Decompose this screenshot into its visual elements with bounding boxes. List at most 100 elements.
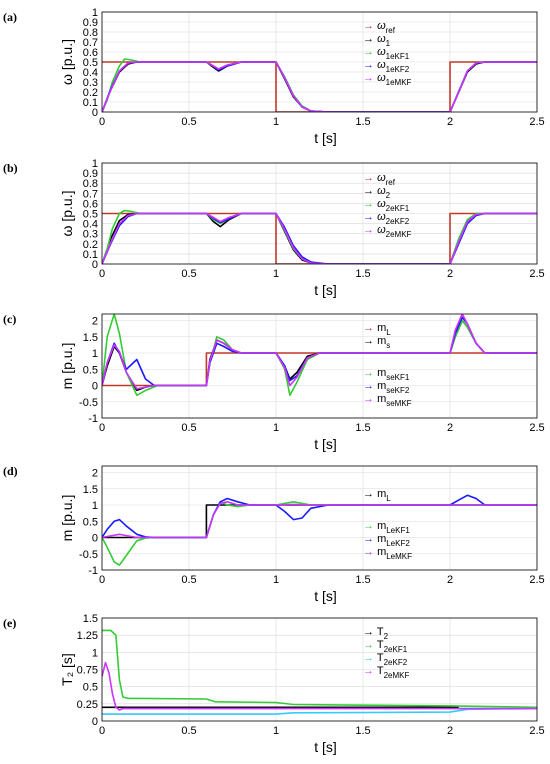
legend-subscript: 2 bbox=[384, 632, 389, 641]
series-line-seMKF bbox=[102, 314, 537, 390]
legend-subscript: L bbox=[386, 328, 391, 337]
y-tick-label: 0.4 bbox=[83, 219, 98, 231]
legend-arrow-icon: → bbox=[363, 335, 377, 347]
panel-a: 0 0.5 1 1.5 2 2.500.10.20.30.40.50.60.70.80.9… bbox=[3, 7, 545, 146]
legend-entry-2eKF1: → ω2eKF1 bbox=[363, 198, 410, 213]
y-tick-label: 0.3 bbox=[83, 77, 98, 89]
legend-entry-2eKF1: → T2eKF1 bbox=[363, 639, 408, 654]
y-tick-label: -1 bbox=[88, 565, 98, 577]
series-line-LeKF2 bbox=[102, 494, 537, 539]
panel-label: (b) bbox=[3, 161, 18, 175]
x-tick-label: 0 bbox=[99, 116, 105, 128]
x-tick-label: 0 bbox=[99, 574, 105, 586]
y-tick-label: 0 bbox=[92, 381, 98, 393]
y-tick-label: -1 bbox=[88, 413, 98, 425]
legend-entry-1eMKF: → ω1eMKF bbox=[363, 72, 412, 87]
legend-symbol: T bbox=[377, 639, 384, 651]
y-tick-label: 0 bbox=[92, 259, 98, 271]
legend-symbol: ω bbox=[377, 172, 386, 184]
y-tick-label: 0.8 bbox=[83, 178, 98, 190]
legend-arrow-icon: → bbox=[363, 665, 377, 677]
x-tick-label: 0.5 bbox=[181, 422, 196, 434]
y-tick-label: 0.25 bbox=[77, 699, 98, 711]
x-tick-label: 1 bbox=[273, 725, 279, 737]
legend-arrow-icon: → bbox=[363, 488, 377, 500]
y-tick-label: 0.6 bbox=[83, 198, 98, 210]
legend-arrow-icon: → bbox=[363, 652, 377, 664]
panel-label: (e) bbox=[3, 616, 16, 630]
legend-entry-LeMKF: → mLeMKF bbox=[363, 546, 412, 561]
x-axis-label: t [s] bbox=[314, 282, 337, 298]
x-tick-label: 2.5 bbox=[529, 574, 544, 586]
legend-entry-ref: → ωref bbox=[363, 172, 396, 187]
legend-subscript: LeMKF bbox=[386, 552, 412, 561]
x-tick-label: 0.5 bbox=[181, 268, 196, 280]
legend-subscript: seMKF bbox=[386, 399, 411, 408]
series-group bbox=[102, 629, 537, 715]
legend-symbol: m bbox=[377, 335, 386, 347]
legend-symbol: ω bbox=[377, 185, 386, 197]
x-tick-label: 0.5 bbox=[181, 725, 196, 737]
legend-arrow-icon: → bbox=[363, 380, 377, 392]
series-line-1eMKF bbox=[102, 61, 537, 112]
legend-symbol: ω bbox=[377, 198, 386, 210]
legend-symbol: m bbox=[377, 546, 386, 558]
legend-symbol: ω bbox=[377, 211, 386, 223]
legend-subscript: 1eKF2 bbox=[386, 65, 410, 74]
legend-arrow-icon: → bbox=[363, 72, 377, 84]
y-tick-label: 0.1 bbox=[83, 249, 98, 261]
x-tick-label: 0.5 bbox=[181, 116, 196, 128]
series-group bbox=[102, 314, 537, 397]
legend-symbol: m bbox=[377, 322, 386, 334]
legend-subscript: ref bbox=[386, 178, 396, 187]
y-tick-label: 0.3 bbox=[83, 229, 98, 241]
x-axis-label: t [s] bbox=[314, 130, 337, 146]
panel-label: (d) bbox=[3, 464, 18, 478]
legend-symbol: m bbox=[377, 520, 386, 532]
y-tick-label: 1.5 bbox=[83, 613, 98, 625]
y-tick-label: 1 bbox=[92, 647, 98, 659]
y-axis-label: ω [p.u.] bbox=[59, 191, 75, 237]
y-axis-label: T₂ [s] bbox=[59, 653, 75, 686]
plot-frame bbox=[101, 11, 538, 113]
x-tick-label: 2 bbox=[447, 116, 453, 128]
x-tick-label: 2 bbox=[447, 574, 453, 586]
legend-arrow-icon: → bbox=[363, 626, 377, 638]
legend-arrow-icon: → bbox=[363, 546, 377, 558]
legend-subscript: 2eKF1 bbox=[384, 645, 408, 654]
plot-frame bbox=[101, 313, 538, 419]
panel-label: (a) bbox=[3, 10, 17, 24]
legend-entry-2eKF2: → T2eKF2 bbox=[363, 652, 408, 667]
x-axis-label: t [s] bbox=[314, 739, 337, 755]
x-tick-label: 1.5 bbox=[355, 422, 370, 434]
y-axis-label: ω [p.u.] bbox=[59, 39, 75, 85]
y-tick-label: 0.7 bbox=[83, 37, 98, 49]
y-tick-label: 0.1 bbox=[83, 97, 98, 109]
legend-entry-seKF1: → mseKF1 bbox=[363, 367, 410, 382]
x-tick-label: 2.5 bbox=[529, 116, 544, 128]
legend-subscript: LeKF2 bbox=[386, 539, 410, 548]
x-tick-label: 2 bbox=[447, 422, 453, 434]
legend-arrow-icon: → bbox=[363, 185, 377, 197]
y-tick-label: 0 bbox=[92, 107, 98, 119]
legend-arrow-icon: → bbox=[363, 533, 377, 545]
y-tick-label: 0.5 bbox=[83, 209, 98, 221]
legend-subscript: L bbox=[386, 494, 391, 503]
x-tick-label: 2.5 bbox=[529, 268, 544, 280]
series-line-2eMKF bbox=[102, 212, 537, 264]
x-tick-label: 0 bbox=[99, 422, 105, 434]
legend-arrow-icon: → bbox=[363, 224, 377, 236]
y-tick-label: 0 bbox=[92, 716, 98, 728]
x-axis-label: t [s] bbox=[314, 588, 337, 604]
legend-entry-ref: → ωref bbox=[363, 20, 396, 35]
y-tick-label: 0.5 bbox=[83, 516, 98, 528]
legend-arrow-icon: → bbox=[363, 59, 377, 71]
legend-symbol: m bbox=[377, 380, 386, 392]
y-tick-label: 0.9 bbox=[83, 168, 98, 180]
x-tick-label: 1 bbox=[273, 268, 279, 280]
y-tick-label: 0.7 bbox=[83, 188, 98, 200]
y-tick-label: 1.5 bbox=[83, 332, 98, 344]
series-group bbox=[102, 58, 537, 112]
x-tick-label: 0.5 bbox=[181, 574, 196, 586]
y-tick-label: 1 bbox=[92, 500, 98, 512]
